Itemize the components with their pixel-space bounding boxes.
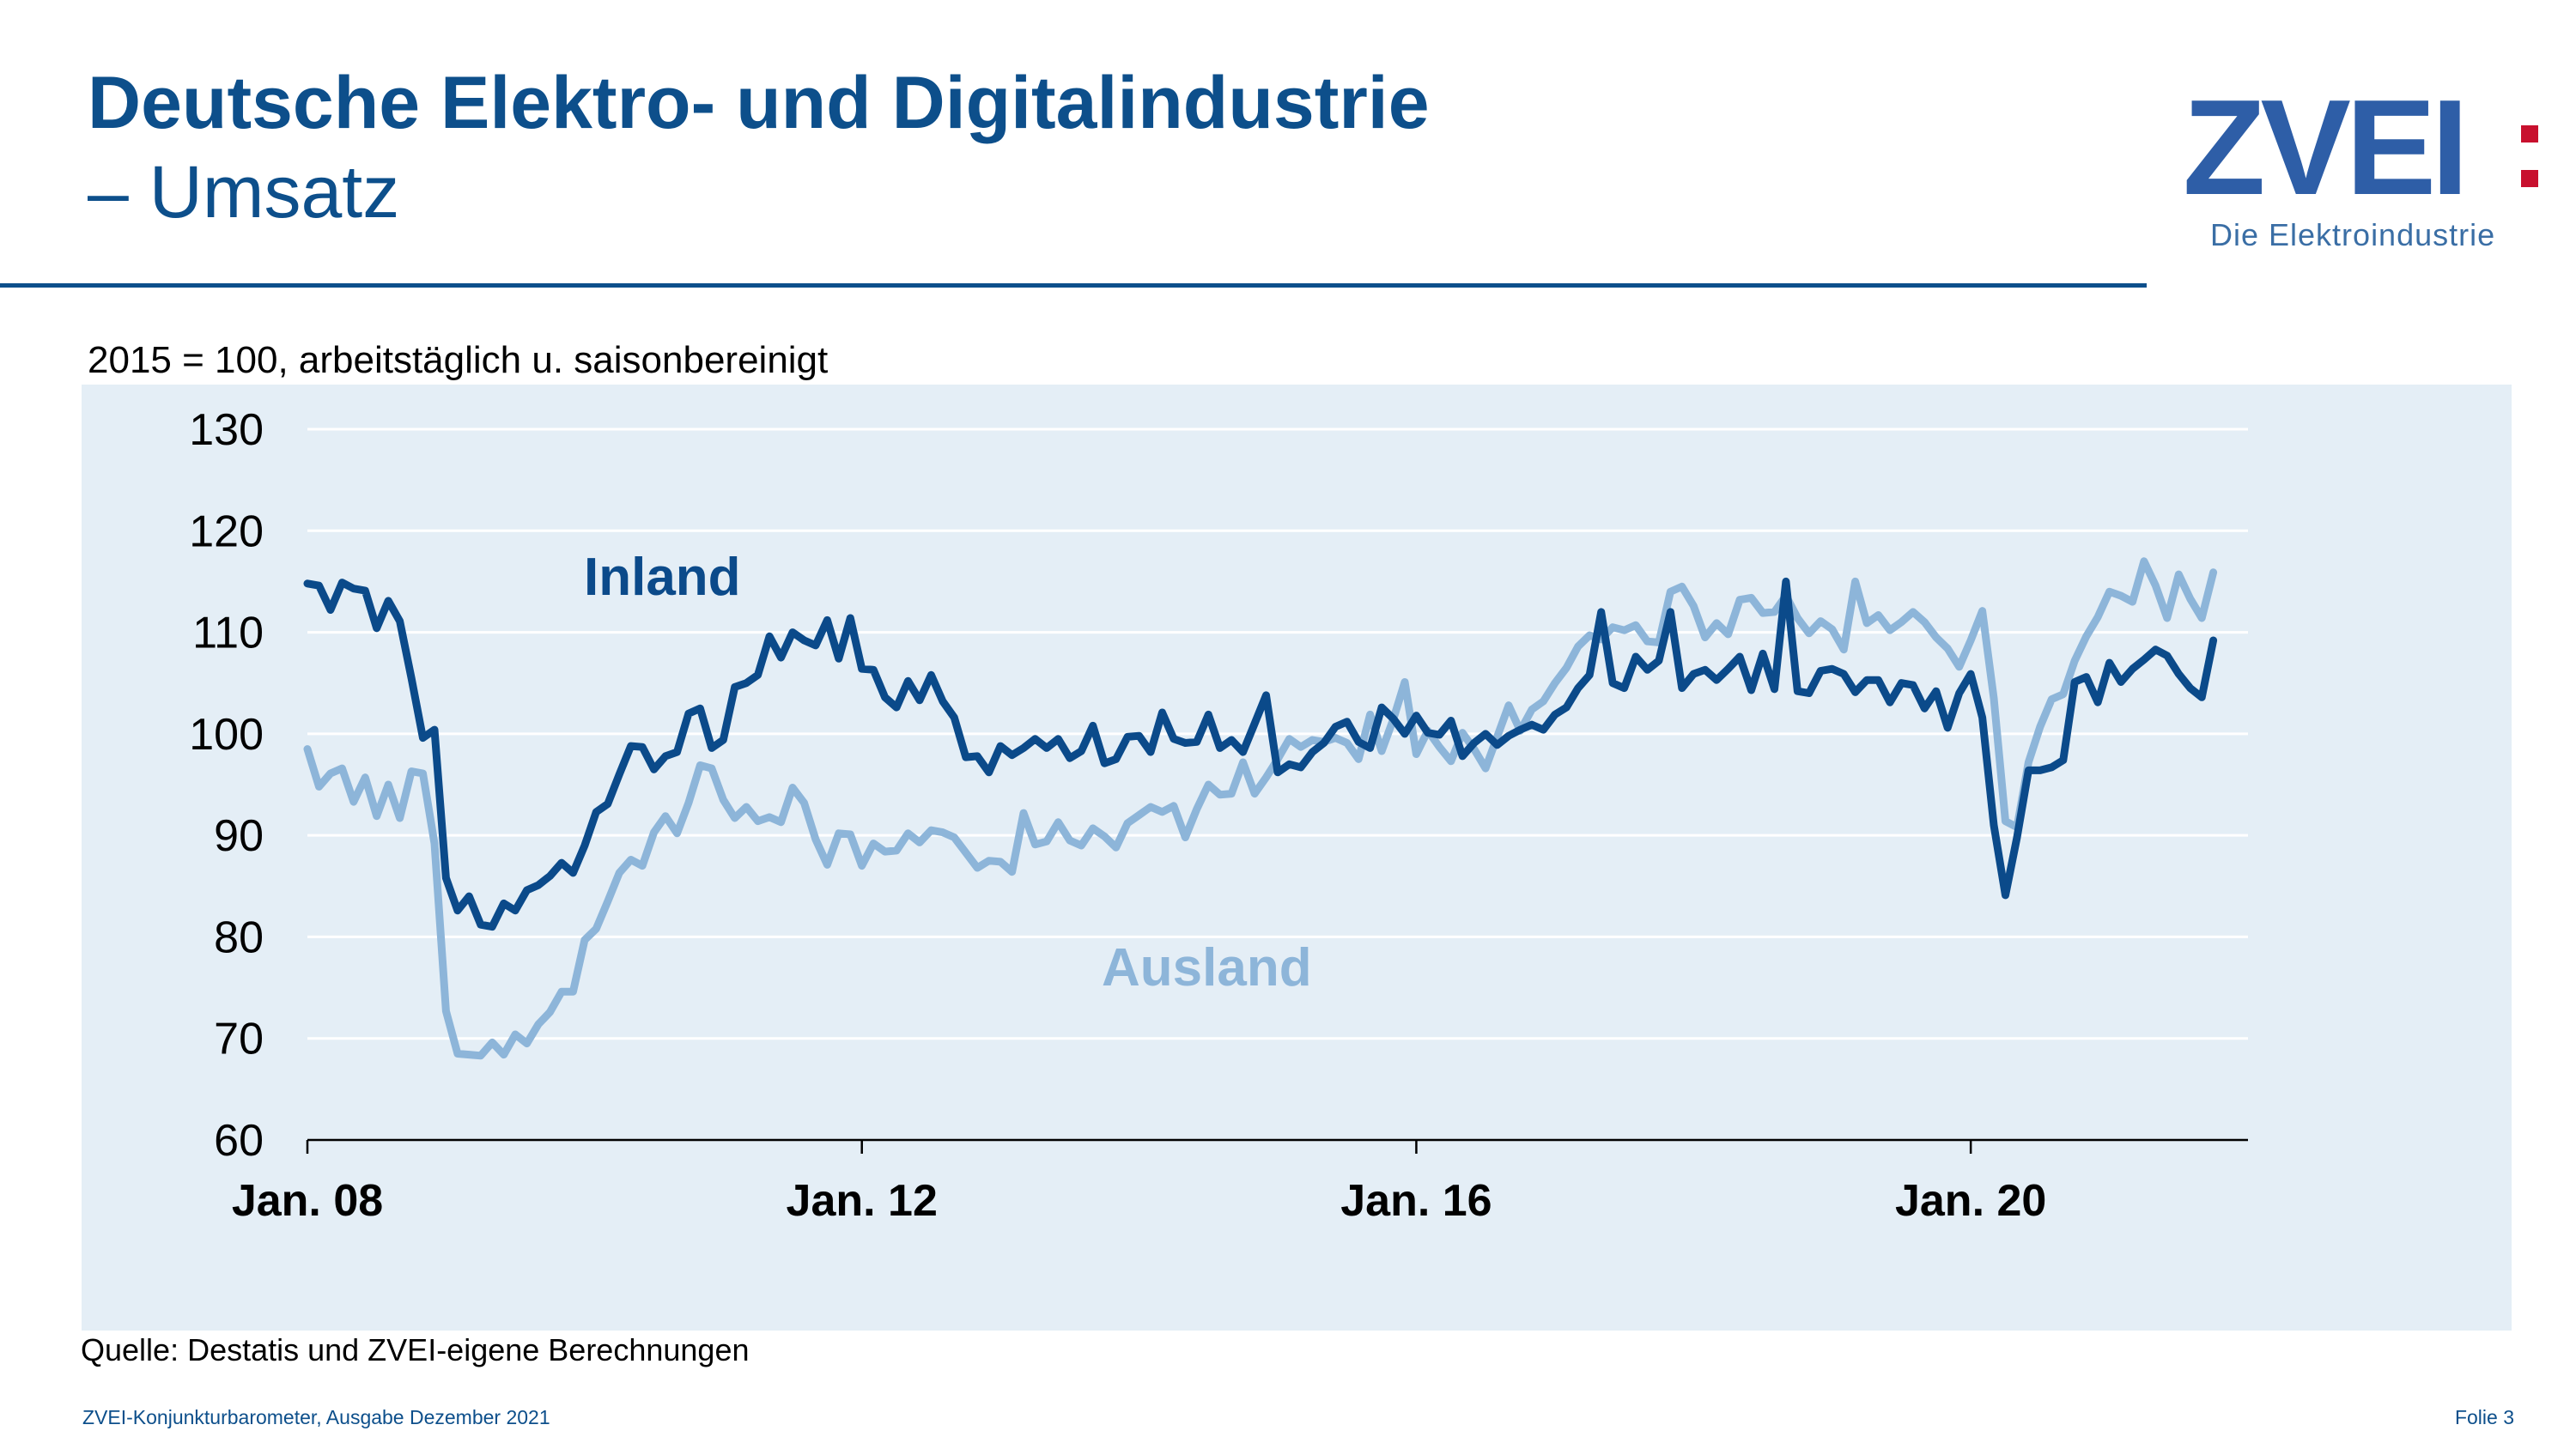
series-lines: [303, 557, 2218, 1060]
plot-background: [82, 385, 2512, 1331]
y-tick-label: 100: [189, 710, 264, 760]
x-tick-label: Jan. 16: [1340, 1176, 1492, 1226]
x-tick-label: Jan. 20: [1895, 1176, 2046, 1226]
series-line-inland: [303, 577, 2218, 931]
x-tick-label: Jan. 08: [232, 1176, 383, 1226]
chart-subtitle: 2015 = 100, arbeitstäglich u. saisonbere…: [88, 339, 829, 381]
series-label-inland: Inland: [584, 548, 741, 607]
y-axis-ticks: 60 70 80 90 100 110 120 130: [189, 405, 264, 1166]
y-tick-label: 70: [214, 1015, 264, 1064]
logo-tagline: Die Elektroindustrie: [2210, 217, 2496, 252]
y-tick-label: 60: [214, 1116, 264, 1166]
title-line-1: Deutsche Elektro- und Digitalindustrie: [88, 62, 1430, 144]
source-note: Quelle: Destatis und ZVEI-eigene Berechn…: [81, 1332, 750, 1367]
series-line-ausland: [303, 557, 2218, 1060]
zvei-logo: ZVEI: [2183, 72, 2538, 223]
x-axis: Jan. 08 Jan. 12 Jan. 16 Jan. 20: [232, 1138, 2248, 1226]
series-labels: Ausland Inland: [584, 548, 1312, 997]
logo-dot-top: [2521, 125, 2538, 142]
grid-lines: [307, 427, 2248, 1040]
y-tick-label: 130: [189, 405, 264, 455]
footer-slide-number: Folie 3: [2454, 1406, 2514, 1428]
page-title: Deutsche Elektro- und Digitalindustrie –…: [88, 58, 1430, 237]
header-rule: [0, 283, 2147, 288]
logo-text: ZVEI: [2183, 72, 2464, 223]
y-tick-label: 120: [189, 506, 264, 556]
x-tick-label: Jan. 12: [787, 1176, 938, 1226]
y-tick-label: 110: [192, 609, 264, 658]
logo-dot-bottom: [2521, 170, 2538, 187]
series-label-ausland: Ausland: [1102, 938, 1312, 997]
y-tick-label: 80: [214, 912, 264, 962]
footer-publication: ZVEI-Konjunkturbarometer, Ausgabe Dezemb…: [82, 1406, 550, 1428]
title-line-2: – Umsatz: [88, 151, 400, 233]
y-tick-label: 90: [214, 811, 264, 861]
